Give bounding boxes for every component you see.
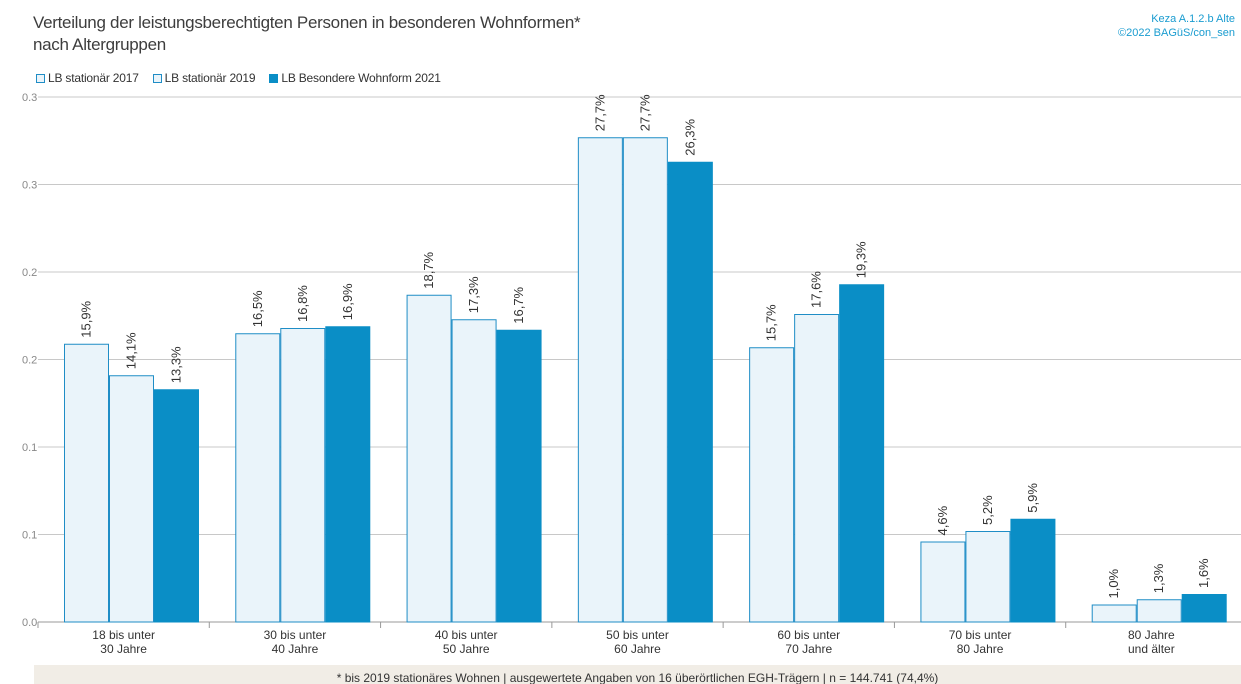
data-label: 14,1% xyxy=(124,332,139,369)
data-label: 17,3% xyxy=(466,276,481,313)
chart-title: Verteilung der leistungsberechtigten Per… xyxy=(33,12,581,56)
y-tick-label: 0.1 xyxy=(22,442,37,454)
data-label: 19,3% xyxy=(854,241,869,278)
bar-2017 xyxy=(235,333,281,623)
y-tick-label: 0.0 xyxy=(22,617,37,629)
legend-swatch-2019 xyxy=(152,73,162,83)
chart-title-line2: nach Altergruppen xyxy=(33,35,166,54)
legend-label-2017: LB stationär 2017 xyxy=(48,71,139,85)
legend-swatch-2017 xyxy=(36,73,45,83)
y-tick-label: 0.1 xyxy=(22,530,37,542)
bar-2017 xyxy=(920,541,966,623)
x-category-label: 70 Jahre xyxy=(785,642,832,656)
source-note: Keza A.1.2.b Alte ©2022 BAGüS/con_sen xyxy=(1118,12,1235,40)
bar-2021 xyxy=(496,329,542,623)
bar-2017 xyxy=(1091,604,1137,623)
data-label: 17,6% xyxy=(809,271,824,308)
data-label: 1,6% xyxy=(1196,558,1211,588)
data-label: 27,7% xyxy=(592,94,607,131)
data-label: 1,3% xyxy=(1151,563,1166,593)
data-label: 16,7% xyxy=(511,286,526,323)
chart-legend: LB stationär 2017 LB stationär 2019 LB B… xyxy=(36,71,441,85)
data-label: 27,7% xyxy=(637,94,652,131)
legend-item-2021: LB Besondere Wohnform 2021 xyxy=(269,71,441,85)
bar-2019 xyxy=(451,319,497,623)
x-category-label: 40 Jahre xyxy=(272,642,319,656)
x-category-label: 50 Jahre xyxy=(443,642,490,656)
data-label: 16,9% xyxy=(340,283,355,320)
data-label: 16,5% xyxy=(250,290,265,327)
x-category-label: 30 Jahre xyxy=(100,642,147,656)
data-label: 5,2% xyxy=(980,495,995,525)
y-tick-label: 0.3 xyxy=(22,92,37,104)
bar-2021 xyxy=(1010,518,1056,623)
chart-title-line1: Verteilung der leistungsberechtigten Per… xyxy=(33,13,581,32)
data-label: 4,6% xyxy=(935,505,950,535)
x-category-label: 40 bis unter xyxy=(435,628,498,642)
x-category-label: 70 bis unter xyxy=(949,628,1012,642)
bar-2021 xyxy=(839,284,885,623)
bar-2019 xyxy=(965,531,1011,623)
data-label: 1,0% xyxy=(1106,568,1121,598)
bar-2017 xyxy=(577,137,623,623)
data-label: 15,9% xyxy=(79,300,94,337)
source-line1: Keza A.1.2.b Alte xyxy=(1151,13,1235,25)
x-category-label: und älter xyxy=(1128,642,1175,656)
legend-swatch-2021 xyxy=(269,73,279,83)
legend-item-2017: LB stationär 2017 xyxy=(36,71,139,85)
data-label: 18,7% xyxy=(421,251,436,288)
legend-label-2019: LB stationär 2019 xyxy=(164,71,256,85)
bar-2019 xyxy=(280,328,326,623)
bar-2019 xyxy=(109,375,154,623)
data-label: 16,8% xyxy=(295,285,310,322)
y-tick-label: 0.2 xyxy=(22,267,37,279)
x-category-label: 50 bis unter xyxy=(606,628,669,642)
data-label: 15,7% xyxy=(764,304,779,341)
x-category-label: 18 bis unter xyxy=(92,628,155,642)
y-tick-label: 0.2 xyxy=(22,355,37,367)
bar-2017 xyxy=(406,294,452,623)
bar-2021 xyxy=(154,389,199,623)
footnote: * bis 2019 stationäres Wohnen | ausgewer… xyxy=(34,665,1241,684)
bar-2017 xyxy=(64,343,109,623)
legend-label-2021: LB Besondere Wohnform 2021 xyxy=(281,71,441,85)
bar-2017 xyxy=(749,347,795,623)
legend-item-2019: LB stationär 2019 xyxy=(152,71,256,85)
x-category-label: 80 Jahre xyxy=(957,642,1004,656)
bar-2019 xyxy=(794,314,840,623)
bar-2019 xyxy=(622,137,668,623)
x-category-label: 80 Jahre xyxy=(1128,628,1175,642)
data-label: 5,9% xyxy=(1025,483,1040,513)
x-category-label: 30 bis unter xyxy=(264,628,327,642)
bar-2021 xyxy=(667,161,713,623)
y-tick-label: 0.3 xyxy=(22,180,37,192)
data-label: 26,3% xyxy=(682,118,697,155)
source-line2: ©2022 BAGüS/con_sen xyxy=(1118,27,1235,39)
x-category-label: 60 bis unter xyxy=(777,628,840,642)
bar-2019 xyxy=(1136,599,1182,623)
data-label: 13,3% xyxy=(169,346,184,383)
x-category-label: 60 Jahre xyxy=(614,642,661,656)
bar-2021 xyxy=(325,326,371,623)
bar-2021 xyxy=(1181,594,1227,623)
